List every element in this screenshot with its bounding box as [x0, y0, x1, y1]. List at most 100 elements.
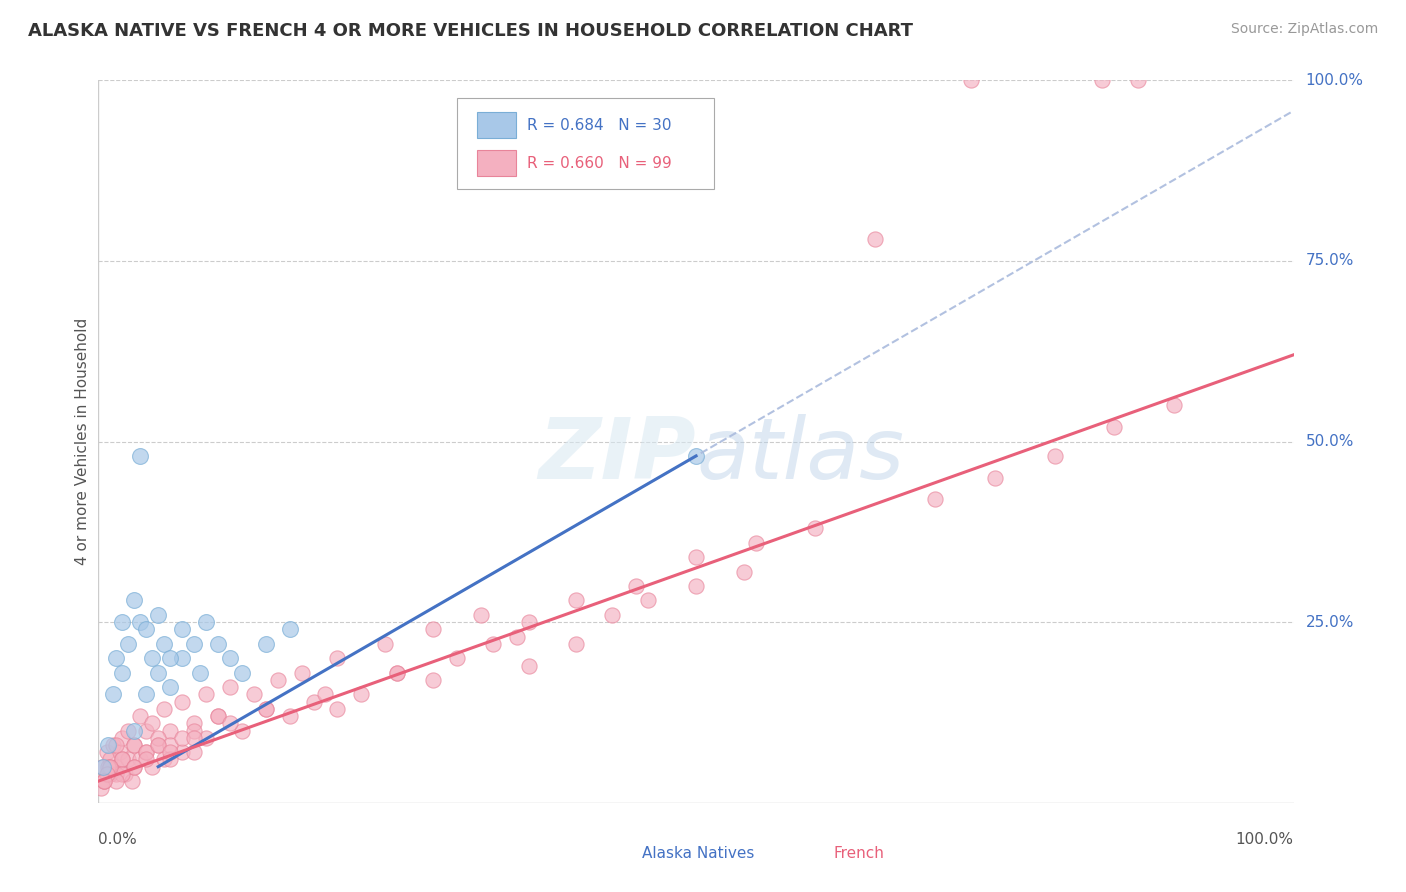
Point	[183, 745, 205, 759]
Point	[195, 615, 218, 630]
Point	[105, 738, 128, 752]
Point	[159, 723, 181, 738]
Point	[207, 709, 229, 723]
Point	[1163, 398, 1185, 412]
Point	[291, 665, 314, 680]
Point	[159, 738, 181, 752]
Point	[172, 623, 194, 637]
Point	[148, 738, 170, 752]
Point	[422, 673, 444, 687]
Point	[254, 702, 277, 716]
Point	[183, 716, 205, 731]
Point	[111, 752, 134, 766]
Point	[219, 651, 242, 665]
FancyBboxPatch shape	[477, 151, 516, 177]
Point	[385, 665, 409, 680]
Point	[105, 774, 128, 789]
Point	[422, 623, 444, 637]
Point	[231, 723, 253, 738]
Point	[685, 579, 707, 593]
Point	[924, 492, 946, 507]
FancyBboxPatch shape	[457, 98, 714, 189]
Point	[565, 637, 588, 651]
Point	[159, 752, 181, 766]
Point	[141, 716, 163, 731]
Point	[96, 745, 118, 759]
Text: 100.0%: 100.0%	[1306, 73, 1364, 87]
Point	[129, 615, 152, 630]
Text: 50.0%: 50.0%	[1306, 434, 1354, 449]
Point	[90, 781, 112, 796]
Point	[153, 637, 176, 651]
FancyBboxPatch shape	[477, 112, 516, 138]
Point	[183, 723, 205, 738]
Point	[172, 745, 194, 759]
Point	[98, 760, 122, 774]
Point	[117, 723, 139, 738]
Point	[124, 760, 146, 774]
Point	[482, 637, 505, 651]
Text: Source: ZipAtlas.com: Source: ZipAtlas.com	[1230, 22, 1378, 37]
Point	[446, 651, 468, 665]
Point	[153, 752, 176, 766]
Point	[141, 651, 163, 665]
Point	[101, 687, 124, 701]
Point	[159, 745, 181, 759]
Point	[124, 738, 146, 752]
Point	[278, 623, 301, 637]
Point	[153, 702, 176, 716]
Point	[685, 550, 707, 565]
Text: R = 0.660   N = 99: R = 0.660 N = 99	[527, 156, 672, 171]
Point	[124, 593, 146, 607]
Point	[1128, 73, 1150, 87]
Point	[685, 449, 707, 463]
Point	[517, 658, 540, 673]
Point	[254, 637, 277, 651]
Point	[108, 745, 131, 759]
Point	[183, 637, 205, 651]
Point	[243, 687, 266, 701]
Point	[111, 752, 134, 766]
Point	[111, 767, 134, 781]
Text: atlas: atlas	[696, 415, 904, 498]
Point	[350, 687, 373, 701]
Text: 0.0%: 0.0%	[98, 831, 138, 847]
Point	[470, 607, 492, 622]
Point	[231, 665, 253, 680]
Point	[114, 767, 136, 781]
Text: 25.0%: 25.0%	[1306, 615, 1354, 630]
Point	[105, 760, 128, 774]
Point	[135, 745, 157, 759]
Point	[637, 593, 659, 607]
Y-axis label: 4 or more Vehicles in Household: 4 or more Vehicles in Household	[75, 318, 90, 566]
Point	[219, 680, 242, 694]
Point	[254, 702, 277, 716]
Point	[1104, 420, 1126, 434]
Point	[626, 579, 648, 593]
Point	[121, 774, 143, 789]
Point	[111, 615, 134, 630]
Point	[148, 607, 170, 622]
Point	[141, 760, 163, 774]
Point	[91, 760, 114, 774]
Point	[267, 673, 290, 687]
Point	[93, 774, 115, 789]
Point	[111, 665, 134, 680]
Point	[565, 593, 588, 607]
Point	[101, 738, 124, 752]
Point	[148, 731, 170, 745]
Point	[219, 716, 242, 731]
Point	[97, 760, 120, 774]
Point	[124, 723, 146, 738]
Point	[278, 709, 301, 723]
Point	[1043, 449, 1066, 463]
Point	[135, 723, 157, 738]
Point	[159, 651, 181, 665]
Text: ALASKA NATIVE VS FRENCH 4 OR MORE VEHICLES IN HOUSEHOLD CORRELATION CHART: ALASKA NATIVE VS FRENCH 4 OR MORE VEHICL…	[28, 22, 912, 40]
Point	[117, 752, 139, 766]
Point	[105, 767, 128, 781]
Point	[326, 702, 349, 716]
Point	[733, 565, 755, 579]
Point	[148, 665, 170, 680]
Point	[129, 709, 152, 723]
